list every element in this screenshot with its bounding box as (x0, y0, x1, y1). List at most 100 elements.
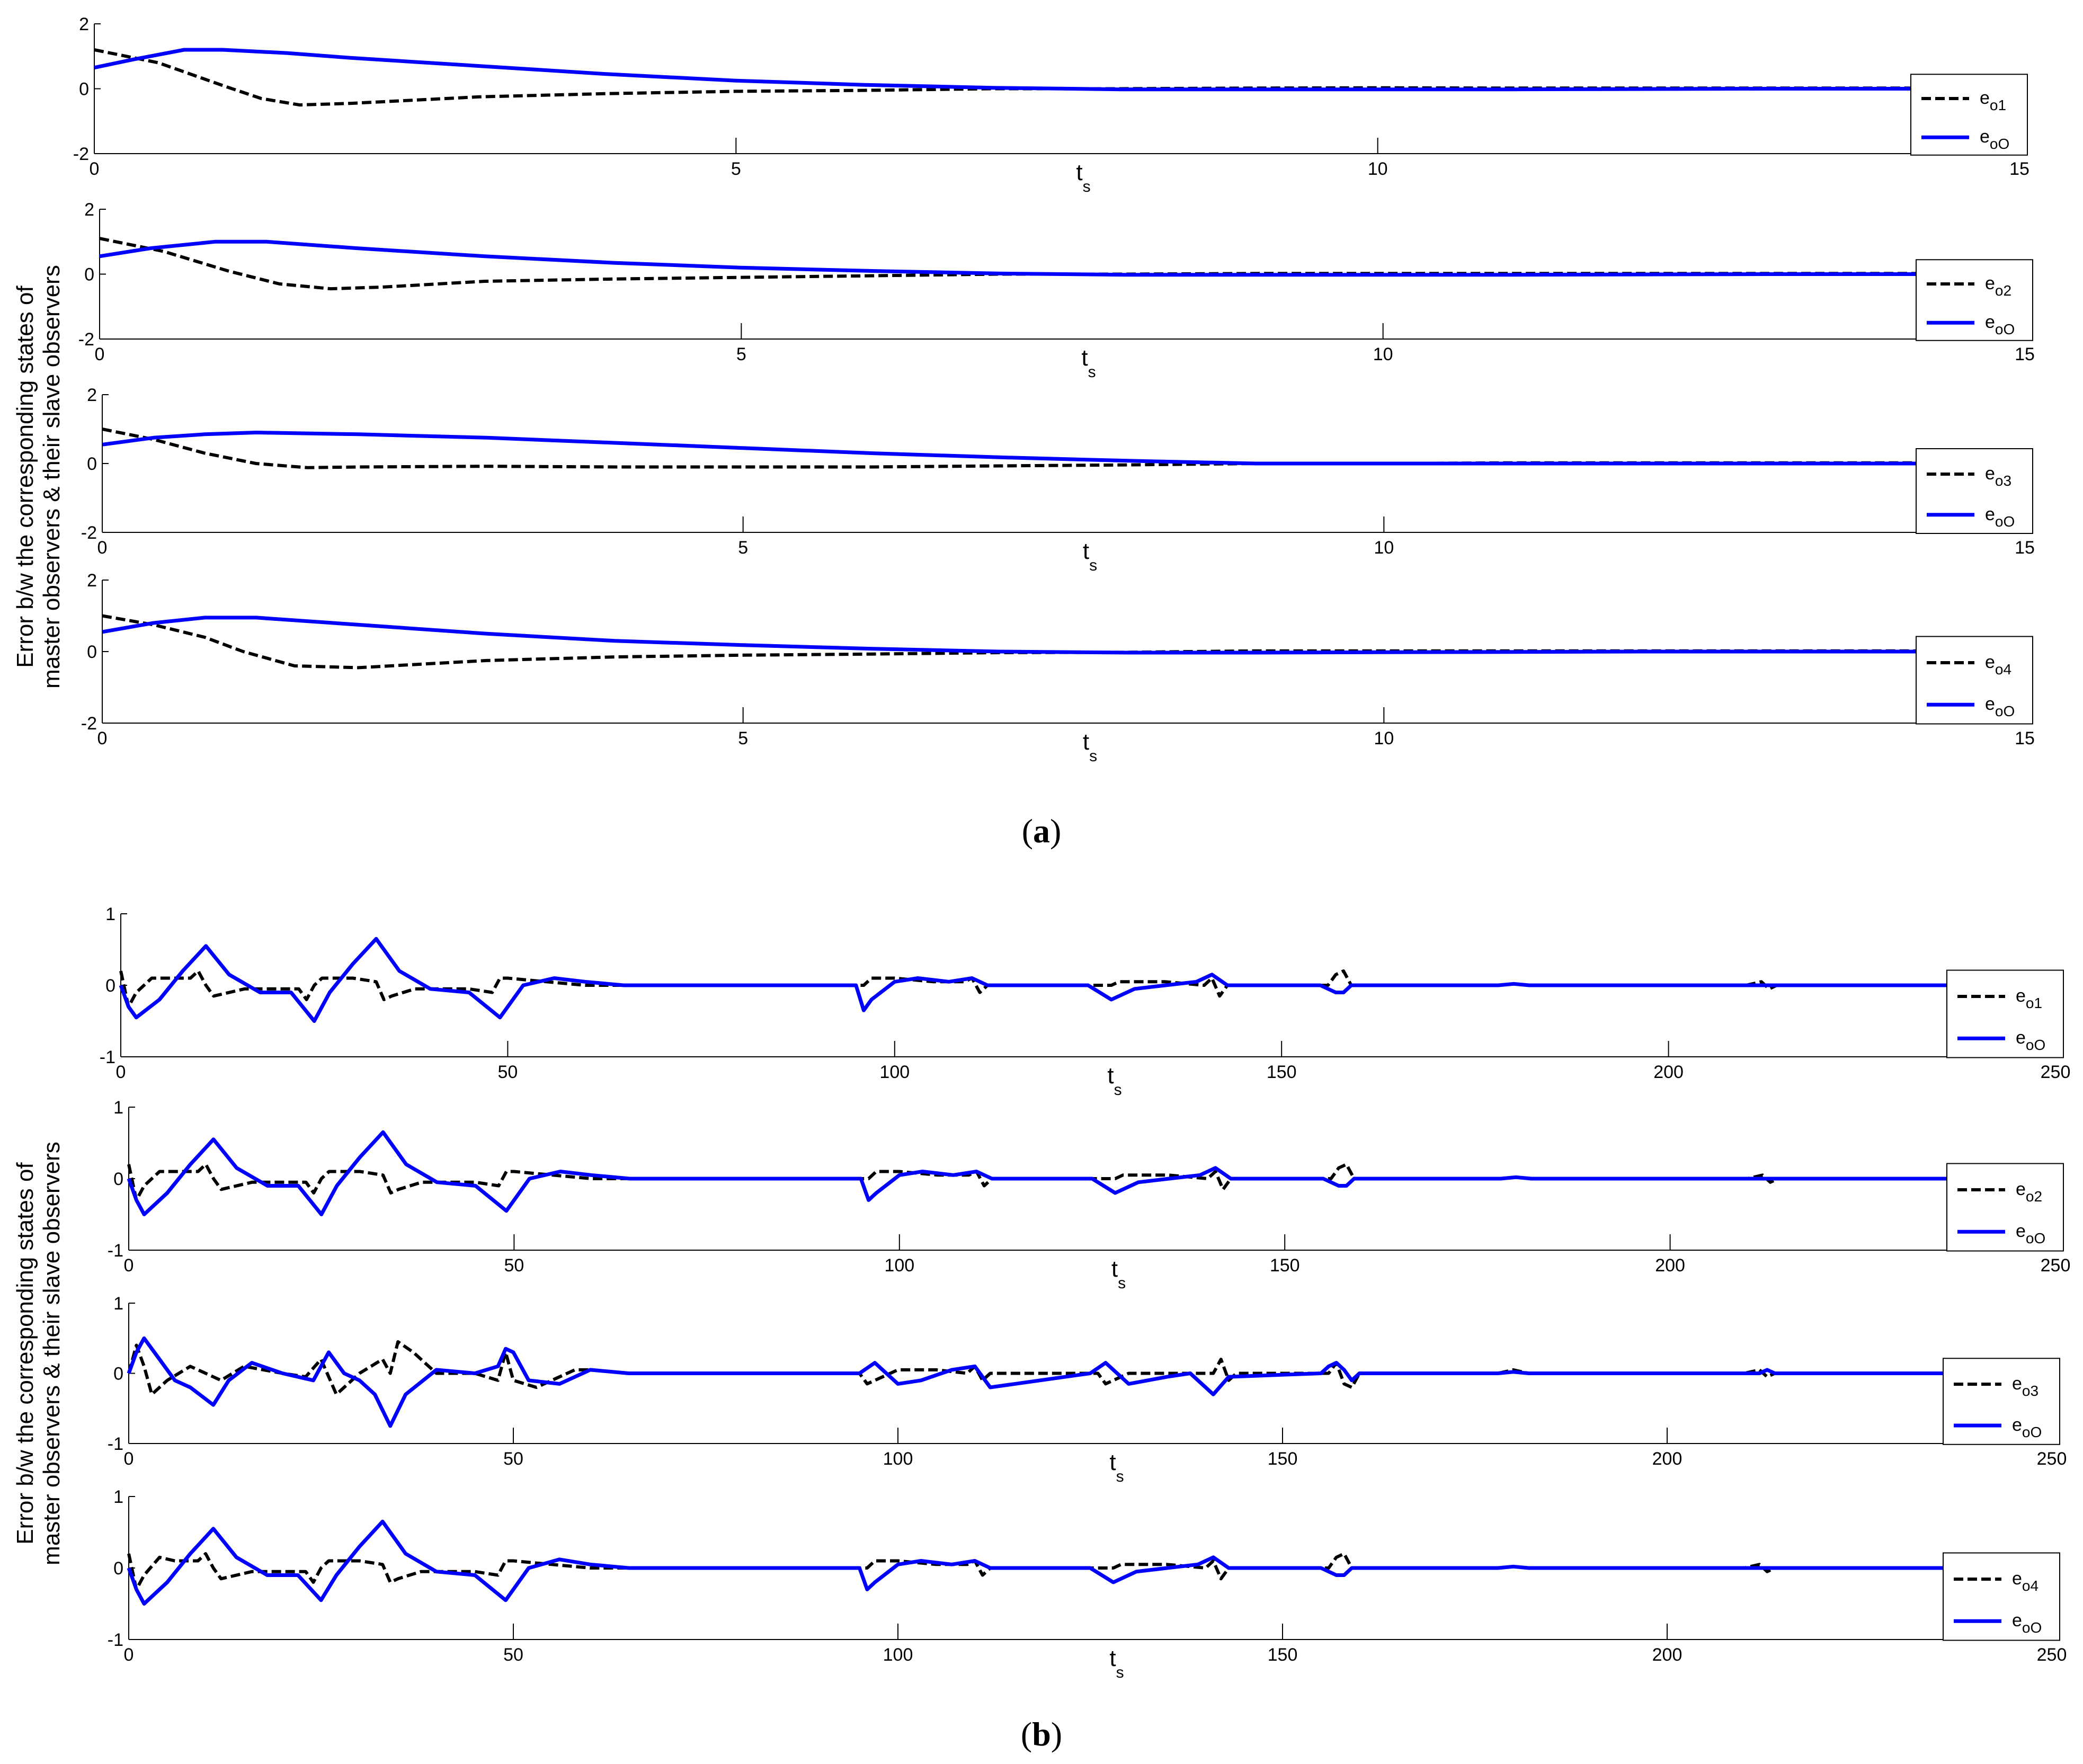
series-line-oO (127, 1336, 2052, 1428)
y-tick-label: 0 (79, 79, 89, 100)
x-tick-label: 10 (1368, 159, 1388, 179)
legend-box (1916, 259, 2033, 341)
y-tick-label: 2 (84, 200, 94, 220)
caption-a-letter: a (1033, 812, 1050, 850)
y-tick-label: 0 (113, 1558, 123, 1579)
legend-label-o4: eo4 (1985, 652, 2011, 678)
series-line-oO (119, 937, 2055, 1023)
legend-label-o1: eo1 (2016, 986, 2042, 1011)
x-tick-label: 200 (1653, 1062, 1684, 1082)
x-axis-label: ts (1107, 1063, 1121, 1099)
legend: eo2 eoO (1916, 259, 2033, 341)
x-axis-label: ts (1083, 538, 1097, 574)
series-line-o2 (99, 237, 2025, 291)
legend-label-o3: eo3 (2012, 1374, 2039, 1399)
y-tick-label: -1 (108, 1241, 123, 1261)
legend-label-oO: eoO (2016, 1221, 2045, 1246)
y-tick-label: -2 (81, 523, 97, 543)
x-axis-label: ts (1083, 729, 1097, 765)
x-tick-label: 250 (2041, 1255, 2071, 1276)
series-line-o4 (102, 614, 2025, 670)
y-tick-label: 1 (113, 1294, 123, 1314)
y-tick-label: 1 (113, 1098, 123, 1118)
x-axis-label: ts (1081, 345, 1096, 381)
x-tick-label: 0 (116, 1062, 126, 1082)
ylabel-a-line2: master observers & their slave observers (39, 265, 65, 689)
y-tick-label: 0 (84, 265, 94, 285)
y-tick-label: -1 (108, 1434, 123, 1454)
series-line-o3 (102, 427, 2025, 469)
y-tick-label: 1 (113, 1487, 123, 1507)
legend-label-oO: eoO (2012, 1415, 2042, 1440)
series-line-o1 (94, 48, 2019, 107)
y-tick-label: 0 (113, 1364, 123, 1384)
x-tick-label: 15 (2015, 538, 2035, 558)
legend-label-o2: eo2 (2016, 1179, 2042, 1205)
x-tick-label: 15 (2015, 344, 2035, 364)
y-tick-label: 0 (87, 642, 97, 662)
x-tick-label: 150 (1268, 1449, 1298, 1469)
legend-label-oO: eoO (1985, 694, 2015, 719)
legend-box (1943, 1358, 2060, 1445)
x-tick-label: 15 (2009, 159, 2029, 179)
series-line-oO (99, 239, 2025, 277)
legend: eo3 eoO (1916, 448, 2033, 534)
y-tick-label: -2 (73, 144, 89, 164)
y-tick-label: 0 (87, 454, 97, 474)
series-line-oO (102, 431, 2025, 466)
legend-label-oO: eoO (1985, 312, 2015, 337)
x-tick-label: 10 (1374, 728, 1394, 749)
x-axis-label: ts (1109, 1645, 1124, 1681)
legend-label-o2: eo2 (1985, 273, 2011, 299)
x-axis-label: ts (1109, 1449, 1124, 1485)
legend-label-o1: eo1 (1980, 88, 2006, 113)
x-tick-label: 50 (504, 1255, 524, 1276)
x-tick-label: 150 (1268, 1645, 1298, 1665)
series-line-oO (102, 616, 2025, 655)
legend-box (1946, 1163, 2064, 1252)
legend: eo1 eoO (1910, 74, 2028, 156)
y-tick-label: 0 (105, 976, 115, 996)
x-tick-label: 5 (738, 538, 748, 558)
legend-box (1943, 1552, 2060, 1641)
y-tick-label: 2 (87, 385, 97, 405)
x-tick-label: 200 (1655, 1255, 1685, 1276)
legend-label-o4: eo4 (2012, 1569, 2039, 1594)
legend: eo4 eoO (1943, 1552, 2060, 1641)
x-tick-label: 10 (1373, 344, 1393, 364)
series-line-o3 (127, 1340, 2052, 1396)
x-tick-label: 5 (736, 344, 746, 364)
y-tick-label: -2 (81, 714, 97, 734)
x-tick-label: 50 (503, 1645, 523, 1665)
x-tick-label: 5 (738, 728, 748, 749)
x-tick-label: 250 (2041, 1062, 2071, 1082)
legend-label-o3: eo3 (1985, 464, 2011, 489)
caption-b-letter: b (1032, 1715, 1051, 1753)
x-tick-label: 10 (1374, 538, 1394, 558)
x-tick-label: 0 (90, 159, 100, 179)
series-line-oO (127, 1519, 2052, 1606)
x-tick-label: 0 (95, 344, 105, 364)
x-tick-label: 0 (97, 538, 108, 558)
legend-label-oO: eoO (2016, 1028, 2045, 1053)
x-tick-label: 50 (497, 1062, 518, 1082)
y-tick-label: -2 (78, 329, 94, 350)
caption-a: (a) (1022, 812, 1062, 850)
x-tick-label: 100 (883, 1449, 913, 1469)
x-tick-label: 250 (2037, 1449, 2067, 1469)
y-tick-label: 1 (105, 904, 115, 924)
y-tick-label: 2 (79, 14, 89, 34)
x-tick-label: 200 (1652, 1645, 1683, 1665)
x-axis-label: ts (1111, 1256, 1126, 1292)
x-tick-label: 150 (1270, 1255, 1300, 1276)
x-tick-label: 0 (124, 1255, 134, 1276)
x-tick-label: 0 (124, 1449, 134, 1469)
